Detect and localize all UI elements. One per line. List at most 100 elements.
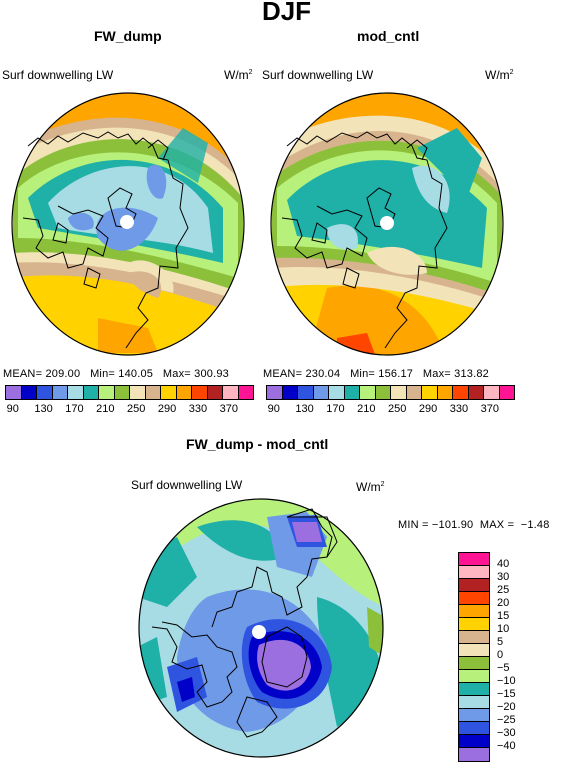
colorbar-tick-label: 25 xyxy=(497,584,510,596)
colorbar-tick-label: 370 xyxy=(480,403,500,415)
colorbar-swatch xyxy=(499,386,514,399)
units-diff: W/m2 xyxy=(356,480,385,494)
stats-right: MEAN= 230.04 Min= 156.17 Max= 313.82 xyxy=(263,368,489,380)
colorbar-swatch xyxy=(223,386,239,399)
colorbar-tick-label: −40 xyxy=(497,740,516,752)
colorbar-left-ticks: 90 130 170 210 250 290 330 370 xyxy=(5,403,252,417)
colorbar-swatch xyxy=(406,386,422,399)
colorbar-swatch xyxy=(468,386,484,399)
units-right: W/m2 xyxy=(485,68,514,82)
colorbar-swatch xyxy=(459,683,489,696)
colorbar-tick-label: 290 xyxy=(418,403,438,415)
stats-diff: MIN = −101.90 MAX = −1.48 xyxy=(398,519,550,531)
colorbar-right xyxy=(266,385,515,400)
units-left: W/m2 xyxy=(224,68,253,82)
colorbar-swatch xyxy=(114,386,130,399)
colorbar-tick-label: 20 xyxy=(497,597,510,609)
colorbar-tick-label: 30 xyxy=(497,571,510,583)
colorbar-tick-label: −25 xyxy=(497,714,516,726)
colorbar-tick-label: 370 xyxy=(219,403,239,415)
colorbar-tick-label: −15 xyxy=(497,688,516,700)
colorbar-tick-label: 90 xyxy=(6,403,19,415)
colorbar-diff xyxy=(458,552,490,762)
panel-title-right: mod_cntl xyxy=(357,28,420,44)
colorbar-tick-label: −10 xyxy=(497,675,516,687)
colorbar-swatch xyxy=(459,748,489,761)
colorbar-swatch xyxy=(459,670,489,683)
colorbar-swatch xyxy=(459,696,489,709)
colorbar-swatch xyxy=(484,386,500,399)
colorbar-swatch xyxy=(6,386,22,399)
colorbar-swatch xyxy=(99,386,115,399)
colorbar-swatch xyxy=(459,579,489,592)
colorbar-tick-label: 130 xyxy=(34,403,53,415)
colorbar-swatch xyxy=(459,735,489,748)
colorbar-tick-label: −30 xyxy=(497,727,516,739)
map-diff xyxy=(138,498,384,758)
colorbar-tick-label: 130 xyxy=(295,403,314,415)
colorbar-tick-label: 250 xyxy=(388,403,407,415)
colorbar-swatch xyxy=(360,386,376,399)
field-label-right: Surf downwelling LW xyxy=(262,68,374,82)
field-label-diff: Surf downwelling LW xyxy=(131,478,243,492)
colorbar-swatch xyxy=(422,386,438,399)
map-right xyxy=(270,92,504,356)
colorbar-swatch xyxy=(130,386,146,399)
colorbar-swatch xyxy=(52,386,68,399)
colorbar-swatch xyxy=(298,386,314,399)
colorbar-swatch xyxy=(176,386,192,399)
colorbar-swatch xyxy=(459,644,489,657)
colorbar-swatch xyxy=(83,386,99,399)
colorbar-tick-label: −5 xyxy=(497,662,510,674)
map-left xyxy=(11,92,245,356)
colorbar-swatch xyxy=(207,386,223,399)
colorbar-tick-label: −20 xyxy=(497,701,516,713)
colorbar-tick-label: 170 xyxy=(65,403,84,415)
colorbar-tick-label: 290 xyxy=(157,403,177,415)
colorbar-swatch xyxy=(459,631,489,644)
colorbar-swatch xyxy=(391,386,407,399)
colorbar-swatch xyxy=(313,386,329,399)
colorbar-tick-label: 210 xyxy=(96,403,115,415)
colorbar-right-ticks: 90 130 170 210 250 290 330 370 xyxy=(266,403,513,417)
colorbar-tick-label: 5 xyxy=(497,636,504,648)
panel-title-left: FW_dump xyxy=(94,28,162,44)
colorbar-swatch xyxy=(459,566,489,579)
colorbar-swatch xyxy=(329,386,345,399)
colorbar-swatch xyxy=(453,386,469,399)
colorbar-tick-label: 210 xyxy=(357,403,376,415)
colorbar-swatch xyxy=(375,386,391,399)
colorbar-swatch xyxy=(459,618,489,631)
colorbar-tick-label: 170 xyxy=(326,403,345,415)
colorbar-swatch xyxy=(459,657,489,670)
colorbar-swatch xyxy=(459,722,489,735)
colorbar-swatch xyxy=(68,386,84,399)
colorbar-swatch xyxy=(459,709,489,722)
colorbar-tick-label: 250 xyxy=(127,403,146,415)
colorbar-tick-label: 90 xyxy=(267,403,280,415)
panel-title-diff: FW_dump - mod_cntl xyxy=(186,436,329,452)
colorbar-tick-label: 10 xyxy=(497,623,510,635)
colorbar-swatch xyxy=(437,386,453,399)
colorbar-swatch xyxy=(161,386,177,399)
colorbar-tick-label: 40 xyxy=(497,558,510,570)
colorbar-tick-label: 330 xyxy=(188,403,208,415)
stats-left: MEAN= 209.00 Min= 140.05 Max= 300.93 xyxy=(3,368,229,380)
field-label-left: Surf downwelling LW xyxy=(2,68,114,82)
colorbar-tick-label: 15 xyxy=(497,610,510,622)
colorbar-swatch xyxy=(192,386,208,399)
colorbar-swatch xyxy=(21,386,37,399)
colorbar-swatch xyxy=(238,386,253,399)
colorbar-left xyxy=(5,385,254,400)
colorbar-swatch xyxy=(344,386,360,399)
colorbar-swatch xyxy=(282,386,298,399)
colorbar-swatch xyxy=(459,553,489,566)
colorbar-swatch xyxy=(145,386,161,399)
colorbar-swatch xyxy=(37,386,53,399)
colorbar-tick-label: 330 xyxy=(449,403,469,415)
colorbar-swatch xyxy=(459,592,489,605)
colorbar-swatch xyxy=(459,605,489,618)
colorbar-swatch xyxy=(267,386,283,399)
colorbar-tick-label: 0 xyxy=(497,649,504,661)
figure-title: DJF xyxy=(261,0,312,26)
